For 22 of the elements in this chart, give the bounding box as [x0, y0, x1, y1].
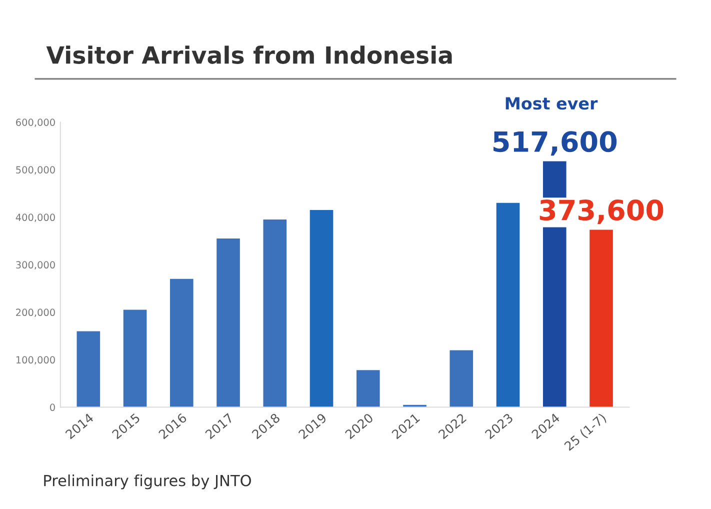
data-label: 517,600 — [494, 131, 617, 156]
y-tick-label: 400,000 — [16, 214, 55, 222]
chart-title: Visitor Arrivals from Indonesia — [46, 46, 452, 64]
bar — [76, 331, 100, 408]
y-tick-label: 500,000 — [16, 166, 55, 174]
y-tick-label: 200,000 — [16, 308, 55, 318]
bar — [263, 220, 287, 408]
text: Preliminary figures by JNTO — [44, 474, 251, 490]
data-label: 373,600 — [540, 200, 664, 224]
bar — [590, 230, 613, 408]
y-tick-label: 0 — [50, 404, 55, 412]
bar — [450, 350, 474, 408]
bar — [170, 278, 194, 408]
text: Most ever — [506, 97, 598, 110]
bar — [356, 370, 380, 408]
bar — [496, 202, 520, 408]
y-tick-label: 600,000 — [16, 118, 55, 127]
bar — [310, 210, 334, 408]
bar — [123, 310, 147, 408]
bar — [216, 238, 240, 408]
y-tick-label: 100,000 — [16, 356, 55, 365]
y-tick-label: 300,000 — [16, 261, 55, 270]
